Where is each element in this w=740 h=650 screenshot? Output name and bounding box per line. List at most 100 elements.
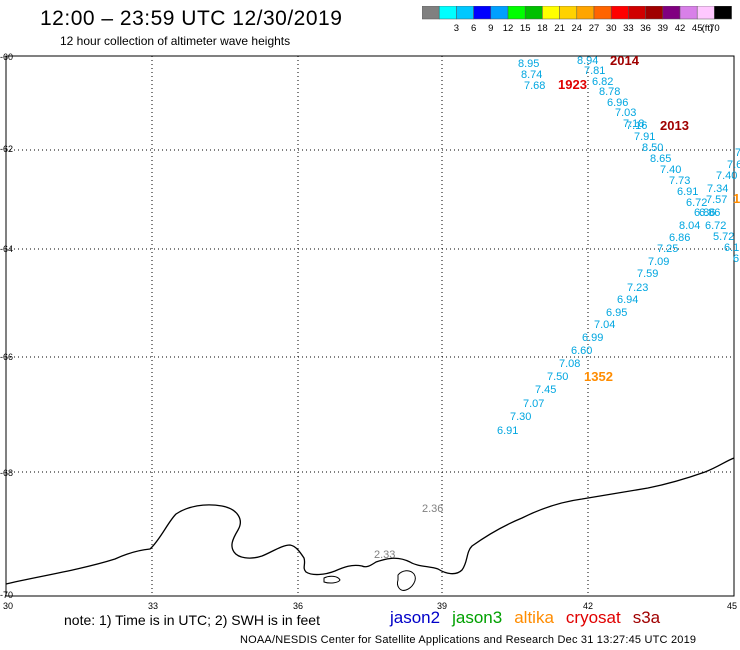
colorbar-tick-label: 70	[709, 23, 720, 34]
altimeter-track: 8.958.747.68 8.947.816.828.786.967.037.18…	[497, 55, 740, 437]
legend-s3a: s3a	[632, 608, 661, 627]
wave-height-reading: 7.40	[716, 170, 737, 182]
colorbar-tick-label: 15	[520, 23, 531, 34]
wave-height-reading: 7.07	[523, 398, 544, 410]
pass-time-label: 1	[733, 191, 740, 206]
wave-height-reading: 7.23	[627, 282, 648, 294]
credit-line: NOAA/NESDIS Center for Satellite Applica…	[240, 634, 697, 646]
colorbar-tick-label: 39	[658, 23, 669, 34]
wave-height-reading: 6.91	[677, 186, 698, 198]
legend-jason2: jason2	[390, 608, 441, 627]
wave-height-reading: 6.91	[497, 425, 518, 437]
wave-height-reading: 7.81	[584, 65, 605, 77]
pass-time-label: 2013	[660, 118, 689, 133]
legend-altika: altika	[514, 608, 554, 627]
graticule	[6, 56, 734, 596]
colorbar-unit-label: (ft)	[702, 23, 714, 34]
wave-height-reading: 7.09	[648, 256, 669, 268]
wave-height-reading: 8.78	[599, 86, 620, 98]
coastal-readings: 2.36 2.33	[374, 503, 443, 561]
longitude-label: 30	[3, 601, 13, 611]
wave-height-reading: 7.30	[510, 411, 531, 423]
colorbar-tick-label: 33	[623, 23, 634, 34]
wave-height-reading: 7.91	[634, 131, 655, 143]
colorbar-tick-label: 30	[606, 23, 617, 34]
longitude-label: 39	[437, 601, 447, 611]
latitude-label: -62	[0, 144, 13, 154]
wave-height-reading: 6.72	[705, 220, 726, 232]
wave-height-reading: 7.50	[547, 371, 568, 383]
pass-time-label: 2014	[610, 53, 640, 68]
colorbar-tick-label: 27	[589, 23, 600, 34]
wave-height-reading: 7.18	[623, 118, 644, 130]
colorbar-tick-label: 24	[572, 23, 583, 34]
units-note: note: 1) Time is in UTC; 2) SWH is in fe…	[64, 612, 320, 628]
coastline-inlet	[397, 570, 416, 591]
longitude-label: 42	[583, 601, 593, 611]
wave-height-reading: 7.45	[535, 384, 556, 396]
longitude-label: 33	[148, 601, 158, 611]
wave-height-reading: 8.94	[577, 55, 598, 67]
wave-height-reading: 8.74	[521, 69, 542, 81]
wave-height-reading: 7	[735, 147, 740, 159]
colorbar-tick-label: 36	[640, 23, 651, 34]
latitude-label: -66	[0, 352, 13, 362]
wave-height-reading: 6.86	[699, 207, 720, 219]
wave-height-reading: 6.86	[694, 207, 715, 219]
wave-height-reading: 8.65	[650, 153, 671, 165]
colorbar-segment	[714, 6, 732, 20]
legend-jason3: jason3	[452, 608, 503, 627]
wave-height-reading: 6	[733, 253, 739, 265]
wave-height-reading: 6.94	[617, 294, 638, 306]
colorbar-tick-label: 45	[692, 23, 703, 34]
pass-time-labels: 2014 1923 2013 1352 1	[558, 53, 740, 384]
wave-height-reading: 7.08	[559, 358, 580, 370]
wave-height-reading: 6.86	[669, 232, 690, 244]
map-subtitle: 12 hour collection of altimeter wave hei…	[60, 34, 291, 48]
latitude-label: -64	[0, 244, 13, 254]
wave-height-reading: 6.96	[607, 97, 628, 109]
wave-height-reading: 7.73	[669, 175, 690, 187]
wave-height-reading: 8.04	[679, 220, 700, 232]
colorbar-tick-label: 9	[488, 23, 493, 34]
wave-height-reading: 6.99	[582, 332, 603, 344]
colorbar-tick-label: 6	[471, 23, 476, 34]
colorbar-tick-label: 3	[454, 23, 459, 34]
colorbar-tick-label: 18	[537, 23, 548, 34]
wave-height-reading: 6.1	[724, 242, 739, 254]
wave-height-reading: 5.72	[713, 231, 734, 243]
wave-height-reading: 7.34	[707, 183, 728, 195]
colorbar-tick-label: 12	[503, 23, 514, 34]
wave-height-reading: 8.50	[642, 142, 663, 154]
wave-height-reading: 6.60	[571, 345, 592, 357]
coastal-wave-reading: 2.36	[422, 503, 443, 515]
coastline	[5, 457, 735, 585]
wave-height-reading: 8.95	[518, 58, 539, 70]
wave-height-reading: 7.40	[660, 164, 681, 176]
wave-height-reading: 7.04	[594, 319, 615, 331]
wave-height-reading: 7.03	[615, 107, 636, 119]
map-title: 12:00 – 23:59 UTC 12/30/2019	[40, 7, 343, 30]
wave-height-reading: 7.68	[524, 80, 545, 92]
coastal-wave-reading: 2.33	[374, 549, 395, 561]
map-frame	[5, 55, 735, 597]
wave-height-reading: 7.6	[727, 159, 740, 171]
latitude-label: -70	[0, 590, 13, 600]
pass-time-label: 1352	[584, 369, 613, 384]
wave-height-reading: 6.95	[606, 307, 627, 319]
colorbar-tick-label: 21	[554, 23, 565, 34]
satellite-legend: jason2 jason3 altika cryosat s3a	[390, 608, 660, 628]
latitude-label: -60	[0, 52, 13, 62]
pass-time-label: 1923	[558, 77, 587, 92]
colorbar-tick-label: 42	[675, 23, 686, 34]
wave-height-reading: 7.57	[706, 194, 727, 206]
wave-height-reading: 7.25	[657, 243, 678, 255]
wave-height-reading: 6.82	[592, 76, 613, 88]
legend-cryosat: cryosat	[565, 608, 621, 627]
latitude-label: -68	[0, 468, 13, 478]
coastline-islet	[323, 575, 341, 584]
wave-height-reading: 7.59	[637, 268, 658, 280]
longitude-label: 36	[293, 601, 303, 611]
